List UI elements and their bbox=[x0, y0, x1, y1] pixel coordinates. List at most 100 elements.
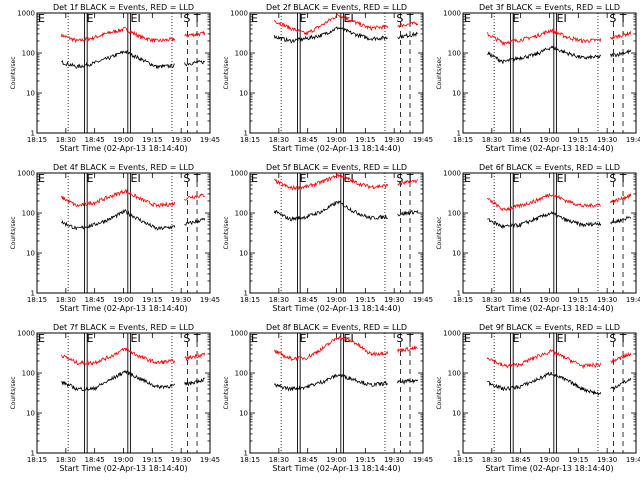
y-tick-label: 1 bbox=[457, 130, 461, 138]
x-tick-label: 18:30 bbox=[482, 456, 502, 464]
marker-letter: EI bbox=[344, 332, 354, 345]
x-tick-label: 19:45 bbox=[626, 296, 640, 304]
panel-title: Det 9f BLACK = Events, RED = LLD bbox=[479, 323, 620, 332]
x-tick-label: 19:45 bbox=[200, 296, 220, 304]
y-tick-label: 1000 bbox=[443, 10, 461, 18]
lld-series-line bbox=[486, 349, 632, 370]
x-tick-label: 19:15 bbox=[355, 136, 375, 144]
y-tick-label: 100 bbox=[235, 50, 248, 58]
y-axis-label: Counts/sec bbox=[223, 376, 230, 409]
y-tick-label: 1000 bbox=[17, 330, 35, 338]
marker-letter: S bbox=[609, 12, 616, 25]
panel-det-2: Det 2f BLACK = Events, RED = LLD 1 10 100 10… bbox=[223, 3, 433, 153]
marker-letter: T bbox=[406, 172, 414, 185]
marker-letter: EI bbox=[131, 332, 141, 345]
y-tick-label: 1 bbox=[244, 130, 248, 138]
x-axis-label: Start Time (02-Apr-13 18:14:40) bbox=[485, 304, 613, 313]
marker-letter: T bbox=[193, 172, 201, 185]
x-tick-label: 19:45 bbox=[626, 136, 640, 144]
panel-det-1: Det 1f BLACK = Events, RED = LLD 1 10 100 10… bbox=[10, 3, 220, 153]
y-tick-label: 1 bbox=[31, 290, 35, 298]
events-series-line bbox=[61, 370, 205, 392]
marker-letter: EI bbox=[344, 12, 354, 25]
panel-det-7: Det 7f BLACK = Events, RED = LLD 1 10 100 10… bbox=[10, 323, 220, 473]
panel-det-4: Det 4f BLACK = Events, RED = LLD 1 10 100 10… bbox=[10, 163, 220, 313]
x-tick-label: 19:00 bbox=[113, 136, 133, 144]
events-series-line bbox=[273, 200, 419, 222]
x-tick-label: 18:15 bbox=[240, 456, 260, 464]
lld-series-line bbox=[486, 28, 632, 47]
y-tick-label: 1 bbox=[31, 130, 35, 138]
x-tick-label: 18:45 bbox=[85, 456, 105, 464]
x-tick-label: 18:15 bbox=[453, 296, 473, 304]
plot-frame bbox=[36, 172, 211, 294]
x-tick-label: 18:15 bbox=[27, 456, 47, 464]
x-tick-label: 19:30 bbox=[171, 456, 191, 464]
marker-letter: S bbox=[183, 12, 190, 25]
marker-letter: E bbox=[86, 332, 93, 345]
marker-letter: E bbox=[299, 172, 306, 185]
x-tick-label: 19:15 bbox=[142, 136, 162, 144]
marker-letter: S bbox=[396, 12, 403, 25]
marker-letter: E bbox=[512, 332, 519, 345]
y-tick-label: 10 bbox=[452, 250, 461, 258]
y-tick-label: 1 bbox=[31, 450, 35, 458]
marker-letter: E bbox=[38, 12, 45, 25]
panel-title: Det 1f BLACK = Events, RED = LLD bbox=[53, 3, 194, 12]
lld-series-line bbox=[61, 189, 205, 208]
x-tick-label: 18:45 bbox=[298, 296, 318, 304]
events-series-line bbox=[487, 371, 632, 396]
x-tick-label: 19:45 bbox=[413, 136, 433, 144]
x-tick-label: 19:00 bbox=[113, 296, 133, 304]
x-tick-label: 19:00 bbox=[326, 456, 346, 464]
y-tick-label: 1000 bbox=[443, 170, 461, 178]
y-tick-label: 100 bbox=[448, 210, 461, 218]
plot-frame bbox=[36, 12, 211, 134]
x-tick-label: 18:45 bbox=[85, 136, 105, 144]
x-tick-label: 19:45 bbox=[413, 456, 433, 464]
panel-title: Det 5f BLACK = Events, RED = LLD bbox=[266, 163, 407, 172]
y-tick-label: 100 bbox=[22, 370, 35, 378]
x-tick-label: 19:00 bbox=[539, 456, 559, 464]
marker-letter: T bbox=[193, 332, 201, 345]
panel-det-3: Det 3f BLACK = Events, RED = LLD 1 10 100 10… bbox=[436, 3, 640, 153]
lld-series-line bbox=[60, 347, 206, 366]
x-tick-label: 19:15 bbox=[568, 296, 588, 304]
y-tick-label: 10 bbox=[26, 250, 35, 258]
marker-letter: E bbox=[251, 332, 258, 345]
x-axis-label: Start Time (02-Apr-13 18:14:40) bbox=[272, 144, 400, 153]
y-axis-label: Counts/sec bbox=[10, 216, 17, 249]
x-tick-label: 19:00 bbox=[326, 136, 346, 144]
marker-letter: S bbox=[609, 172, 616, 185]
x-tick-label: 18:15 bbox=[27, 296, 47, 304]
x-tick-label: 19:30 bbox=[597, 456, 617, 464]
x-tick-label: 19:30 bbox=[384, 296, 404, 304]
y-tick-label: 10 bbox=[26, 410, 35, 418]
y-tick-label: 1000 bbox=[230, 170, 248, 178]
x-tick-label: 18:45 bbox=[511, 296, 531, 304]
x-tick-label: 19:15 bbox=[355, 456, 375, 464]
x-tick-label: 18:15 bbox=[453, 136, 473, 144]
x-tick-label: 18:45 bbox=[298, 456, 318, 464]
plot-frame bbox=[36, 332, 211, 454]
x-tick-label: 18:30 bbox=[482, 296, 502, 304]
y-tick-label: 100 bbox=[448, 50, 461, 58]
y-tick-label: 100 bbox=[22, 50, 35, 58]
panel-title: Det 4f BLACK = Events, RED = LLD bbox=[53, 163, 194, 172]
plot-frame bbox=[249, 12, 424, 134]
x-axis-label: Start Time (02-Apr-13 18:14:40) bbox=[59, 144, 187, 153]
x-tick-label: 18:30 bbox=[269, 136, 289, 144]
y-tick-label: 100 bbox=[22, 210, 35, 218]
marker-letter: EI bbox=[344, 172, 354, 185]
x-tick-label: 19:45 bbox=[200, 456, 220, 464]
marker-letter: E bbox=[464, 172, 471, 185]
marker-letter: E bbox=[251, 12, 258, 25]
marker-letter: EI bbox=[131, 12, 141, 25]
x-axis-label: Start Time (02-Apr-13 18:14:40) bbox=[59, 464, 187, 473]
marker-letter: E bbox=[38, 172, 45, 185]
x-tick-label: 19:30 bbox=[597, 296, 617, 304]
y-tick-label: 1 bbox=[244, 290, 248, 298]
y-tick-label: 1000 bbox=[443, 330, 461, 338]
y-tick-label: 10 bbox=[239, 250, 248, 258]
